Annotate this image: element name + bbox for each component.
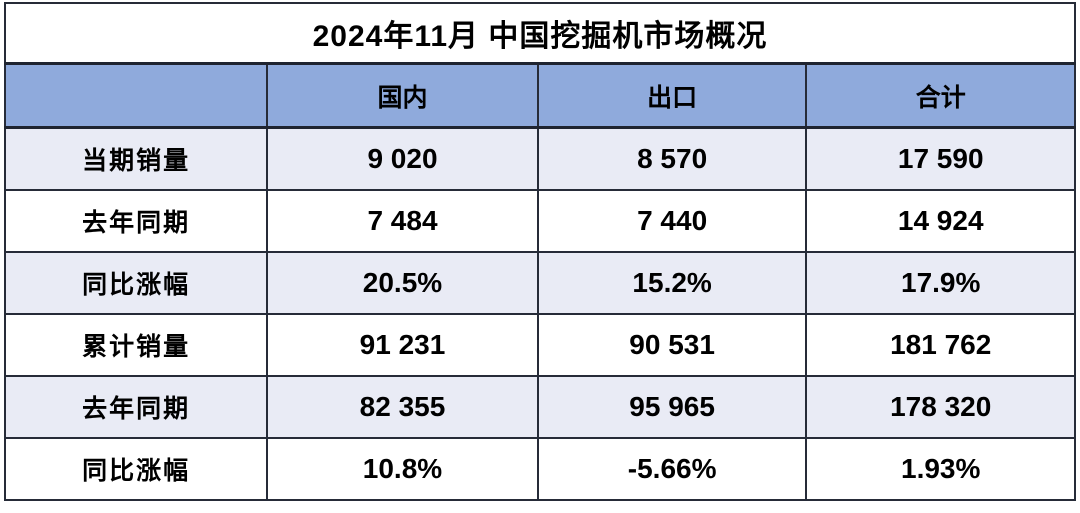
table-title: 2024年11月 中国挖掘机市场概况 — [4, 2, 1076, 65]
cell-export: -5.66% — [536, 436, 808, 502]
row-label: 累计销量 — [3, 312, 269, 377]
cell-total: 178 320 — [805, 374, 1076, 439]
header-cell-export: 出口 — [536, 62, 808, 129]
row-label: 同比涨幅 — [3, 250, 269, 315]
row-label: 去年同期 — [3, 188, 269, 253]
table-row-cumulative-sales: 累计销量 91 231 90 531 181 762 — [3, 312, 1076, 377]
table-row-yoy-change: 同比涨幅 20.5% 15.2% 17.9% — [3, 250, 1076, 315]
title-row: 2024年11月 中国挖掘机市场概况 — [4, 2, 1076, 65]
cell-total: 17 590 — [805, 126, 1076, 191]
cell-export: 90 531 — [536, 312, 808, 377]
table-row-cumulative-yoy-change: 同比涨幅 10.8% -5.66% 1.93% — [3, 436, 1076, 502]
cell-total: 17.9% — [805, 250, 1076, 315]
header-cell-empty — [3, 62, 269, 129]
header-row: 国内 出口 合计 — [3, 62, 1076, 129]
table-row-cumulative-last-year: 去年同期 82 355 95 965 178 320 — [3, 374, 1076, 439]
cell-domestic: 10.8% — [266, 436, 539, 502]
cell-export: 8 570 — [536, 126, 808, 191]
cell-domestic: 82 355 — [266, 374, 539, 439]
cell-export: 7 440 — [536, 188, 808, 253]
header-cell-total: 合计 — [805, 62, 1076, 129]
row-label: 去年同期 — [3, 374, 269, 439]
cell-export: 15.2% — [536, 250, 808, 315]
cell-total: 181 762 — [805, 312, 1076, 377]
cell-export: 95 965 — [536, 374, 808, 439]
table-row-current-sales: 当期销量 9 020 8 570 17 590 — [3, 126, 1076, 191]
row-label: 当期销量 — [3, 126, 269, 191]
header-cell-domestic: 国内 — [266, 62, 539, 129]
cell-domestic: 20.5% — [266, 250, 539, 315]
cell-total: 14 924 — [805, 188, 1076, 253]
cell-total: 1.93% — [805, 436, 1076, 502]
table-row-last-year-same-period: 去年同期 7 484 7 440 14 924 — [3, 188, 1076, 253]
cell-domestic: 9 020 — [266, 126, 539, 191]
cell-domestic: 7 484 — [266, 188, 539, 253]
row-label: 同比涨幅 — [3, 436, 269, 502]
excavator-market-table: 2024年11月 中国挖掘机市场概况 国内 出口 合计 当期销量 9 020 8… — [3, 2, 1076, 502]
cell-domestic: 91 231 — [266, 312, 539, 377]
